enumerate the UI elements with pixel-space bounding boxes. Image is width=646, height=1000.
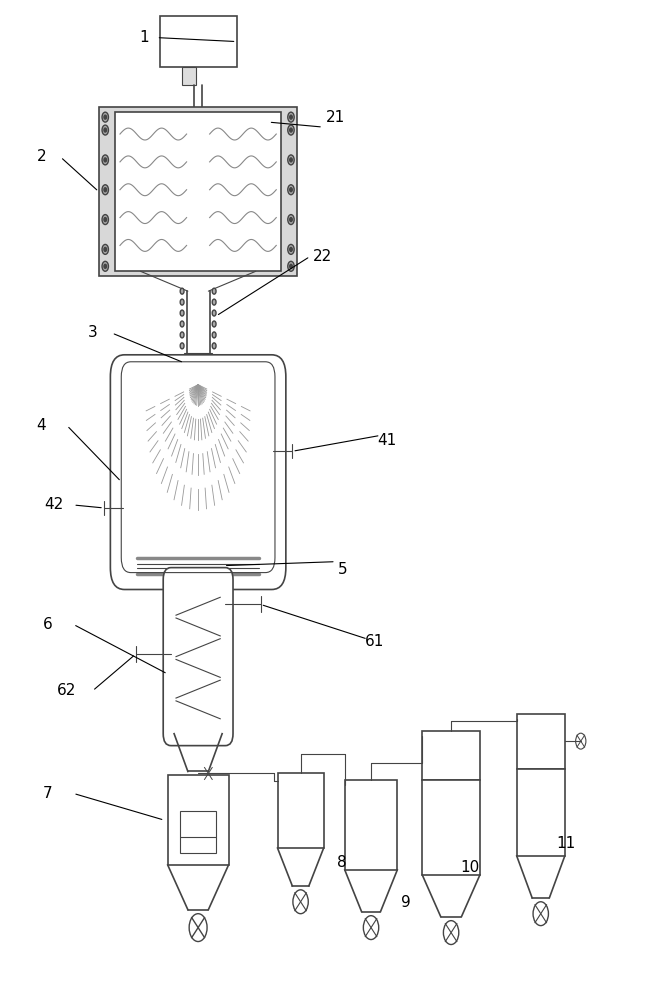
Circle shape	[287, 244, 294, 254]
Circle shape	[287, 185, 294, 195]
Text: 41: 41	[377, 433, 397, 448]
Text: 42: 42	[45, 497, 64, 512]
Circle shape	[289, 218, 292, 222]
Circle shape	[102, 185, 109, 195]
Circle shape	[289, 158, 292, 162]
Circle shape	[180, 299, 184, 305]
Text: 62: 62	[57, 683, 76, 698]
Text: 3: 3	[88, 325, 98, 340]
Text: 2: 2	[36, 149, 46, 164]
Bar	[422, 780, 480, 875]
Text: 8: 8	[337, 855, 347, 870]
Circle shape	[102, 155, 109, 165]
Circle shape	[104, 218, 107, 222]
Bar	[278, 773, 324, 848]
Circle shape	[212, 321, 216, 327]
Circle shape	[104, 115, 107, 119]
Circle shape	[212, 343, 216, 349]
Bar	[99, 107, 297, 276]
Circle shape	[180, 343, 184, 349]
Circle shape	[102, 215, 109, 225]
Bar	[180, 811, 216, 853]
FancyBboxPatch shape	[110, 355, 286, 589]
Circle shape	[104, 188, 107, 192]
Bar	[517, 714, 565, 768]
Text: 1: 1	[139, 30, 149, 45]
Text: 21: 21	[326, 110, 346, 125]
Bar	[182, 67, 196, 85]
Circle shape	[102, 125, 109, 135]
Circle shape	[104, 264, 107, 268]
Text: 22: 22	[313, 249, 333, 264]
Bar	[160, 16, 236, 67]
Bar	[168, 775, 229, 865]
Circle shape	[287, 112, 294, 122]
Bar	[184, 353, 212, 373]
Text: 61: 61	[364, 634, 384, 649]
Text: 9: 9	[401, 895, 411, 910]
Circle shape	[180, 288, 184, 294]
Text: 6: 6	[43, 617, 52, 632]
Circle shape	[212, 288, 216, 294]
Text: 11: 11	[557, 836, 576, 851]
Circle shape	[287, 261, 294, 271]
Circle shape	[289, 128, 292, 132]
Circle shape	[102, 244, 109, 254]
Circle shape	[104, 247, 107, 251]
Circle shape	[289, 264, 292, 268]
Circle shape	[212, 310, 216, 316]
Circle shape	[289, 247, 292, 251]
Circle shape	[289, 115, 292, 119]
Circle shape	[180, 321, 184, 327]
Circle shape	[289, 188, 292, 192]
Circle shape	[212, 332, 216, 338]
Circle shape	[102, 112, 109, 122]
Text: 4: 4	[36, 418, 46, 433]
Text: 10: 10	[461, 860, 480, 875]
Text: 7: 7	[43, 786, 52, 801]
Circle shape	[287, 155, 294, 165]
Bar	[517, 768, 565, 856]
Circle shape	[180, 332, 184, 338]
Circle shape	[287, 215, 294, 225]
Circle shape	[287, 125, 294, 135]
Circle shape	[180, 310, 184, 316]
Circle shape	[104, 158, 107, 162]
Bar	[422, 731, 480, 780]
Circle shape	[212, 299, 216, 305]
Circle shape	[102, 261, 109, 271]
Bar	[345, 780, 397, 870]
Bar	[115, 112, 282, 271]
Circle shape	[104, 128, 107, 132]
Text: 5: 5	[337, 562, 347, 577]
FancyBboxPatch shape	[163, 568, 233, 746]
